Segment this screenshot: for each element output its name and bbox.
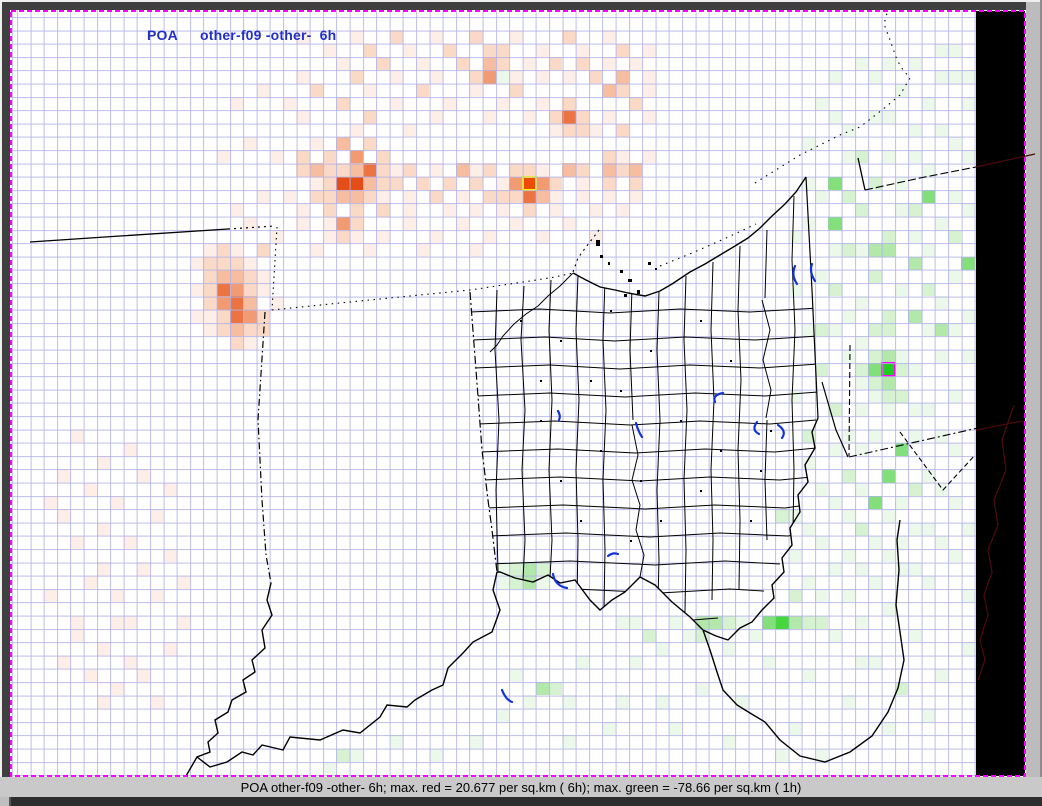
frame-corner	[1026, 2, 1040, 10]
title-overlay: POA other-f09 -other- 6h	[147, 27, 336, 43]
frame-bevel-top	[0, 0, 1042, 2]
status-text: POA other-f09 -other- 6h; max. red = 20.…	[240, 779, 802, 795]
resize-grip[interactable]	[0, 797, 11, 806]
title-run: other-f09 -other- 6h	[199, 27, 337, 43]
frame-bevel-left	[0, 0, 2, 806]
status-bar: POA other-f09 -other- 6h; max. red = 20.…	[0, 777, 1042, 797]
title-model: POA	[147, 27, 178, 43]
frame-bevel-right	[1040, 0, 1042, 806]
city-dot-marks	[520, 310, 772, 542]
frame-dark-band-left	[2, 2, 10, 777]
frame-right-face	[1026, 10, 1040, 777]
state-border-lines	[29, 9, 979, 777]
domain-frame	[10, 10, 1026, 777]
ohio-county-mesh	[470, 195, 818, 622]
frame-dark-band-top	[2, 2, 1038, 10]
black-bar	[976, 11, 1025, 776]
bottom-strip	[0, 797, 1042, 806]
